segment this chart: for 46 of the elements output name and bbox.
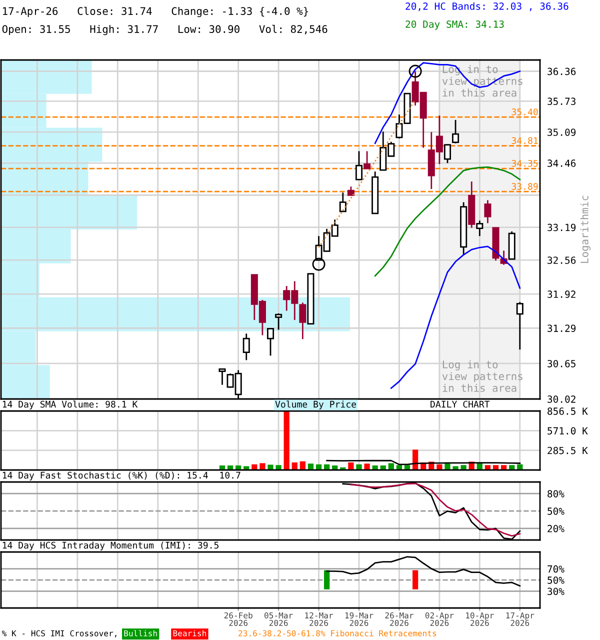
legend-title: % K - HCS IMI Crossover, — [2, 630, 116, 638]
y-tick-label: 20% — [548, 524, 564, 532]
chart-title: 14 Day SMA Volume: 98.1 K — [2, 400, 138, 410]
ref-line-label: 33.89 — [512, 183, 538, 190]
x-tick-label: 26-Mar 2026 — [385, 612, 414, 626]
y-tick-label: 35.73 — [548, 98, 576, 106]
x-tick-label: 05-Mar 2026 — [264, 612, 293, 626]
chart-title: 14 Day HCS Intraday Momentum (IMI): 39.5 — [2, 542, 218, 550]
y-tick-label: 50% — [548, 576, 564, 584]
y-tick-label: 33.19 — [548, 224, 576, 232]
y-axis-title: Logarithmic — [580, 196, 591, 263]
y-tick-label: 30% — [548, 588, 564, 596]
x-tick-label: 17-Apr 2026 — [506, 612, 534, 626]
text: Volume By Price — [275, 400, 356, 410]
y-tick-label: 70% — [548, 565, 564, 573]
chart-title: 17-Apr-26 Close: 31.74 Change: -1.33 {-4.0 %} — [3, 6, 308, 18]
ref-line-label: 34.35 — [512, 160, 538, 167]
y-tick-label: 31.29 — [548, 324, 576, 332]
y-tick-label: 50% — [548, 508, 564, 515]
chart-subtitle: Open: 31.55 High: 31.77 Low: 30.90 Vol: 82,546 — [2, 24, 328, 36]
x-tick-label: 12-Mar 2026 — [305, 612, 334, 626]
y-tick-label: 571.0 K — [548, 427, 588, 435]
x-tick-label: 19-Mar 2026 — [345, 612, 374, 626]
text: 20,2 HC Bands: 32.03 , 36.36 — [406, 2, 568, 12]
y-tick-label: 36.36 — [548, 68, 576, 76]
ref-line-label: 34.81 — [512, 137, 538, 144]
text: 20 Day SMA: 34.13 — [406, 20, 504, 30]
ref-line-label: 35.40 — [512, 108, 538, 116]
y-tick-label: 30.02 — [548, 396, 576, 403]
text: Bearish — [173, 630, 206, 636]
text: 23.6-38.2-50-61.8% Fibonacci Retracements — [238, 630, 436, 636]
x-tick-label: 26-Feb 2026 — [224, 612, 252, 626]
annotation: Log in to view patterns in this area — [442, 360, 522, 392]
x-tick-label: 02-Apr 2026 — [425, 612, 454, 626]
text: DAILY CHART — [430, 400, 490, 408]
y-tick-label: 856.5 K — [548, 408, 588, 415]
y-tick-label: 34.46 — [548, 160, 576, 167]
chart-title: 14 Day Fast Stochastic (%K) (%D): 15.4 10.7 — [2, 472, 240, 480]
y-tick-label: 285.5 K — [548, 446, 588, 454]
y-tick-label: 31.92 — [548, 290, 576, 298]
y-tick-label: 30.65 — [548, 360, 576, 368]
x-tick-label: 10-Apr 2026 — [466, 612, 494, 626]
y-tick-label: 35.09 — [548, 128, 576, 136]
y-tick-label: 80% — [548, 490, 564, 498]
text: Bullish — [124, 630, 157, 636]
y-tick-label: 32.56 — [548, 256, 576, 264]
